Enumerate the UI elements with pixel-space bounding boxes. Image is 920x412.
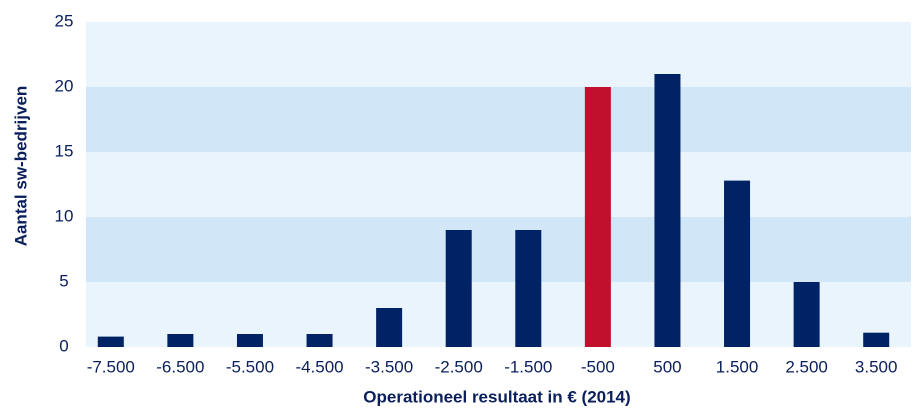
x-tick-label: -2.500 [435,357,483,376]
x-axis-title: Operationeel resultaat in € (2014) [363,387,630,406]
y-axis-title: Aantal sw-bedrijven [11,86,30,247]
grid-band [86,152,911,217]
bar [584,87,611,347]
bar [236,334,263,347]
bar [654,74,681,347]
grid-band [86,217,911,282]
y-tick-label: 10 [55,206,74,225]
x-tick-label: 2.500 [785,357,828,376]
x-tick-label: -4.500 [295,357,343,376]
x-tick-label: -7.500 [87,357,135,376]
x-tick-label: 3.500 [855,357,898,376]
y-tick-label: 5 [59,271,68,290]
grid-band [86,282,911,347]
x-tick-label: -500 [581,357,615,376]
x-tick-label: -5.500 [226,357,274,376]
x-tick-label: -6.500 [156,357,204,376]
y-tick-label: 25 [55,11,74,30]
x-tick-label: -1.500 [504,357,552,376]
y-tick-label: 0 [59,336,68,355]
bar [863,332,890,347]
bar [97,336,124,347]
y-tick-label: 20 [55,76,74,95]
y-tick-label: 15 [55,141,74,160]
grid-band [86,87,911,152]
bar [515,230,542,347]
bar [793,282,820,347]
x-tick-label: 500 [653,357,681,376]
bar [724,180,751,347]
bar [167,334,194,347]
bar [445,230,472,347]
grid-band [86,22,911,87]
x-tick-label: -3.500 [365,357,413,376]
bar [376,308,403,347]
x-tick-label: 1.500 [716,357,759,376]
bar [306,334,333,347]
